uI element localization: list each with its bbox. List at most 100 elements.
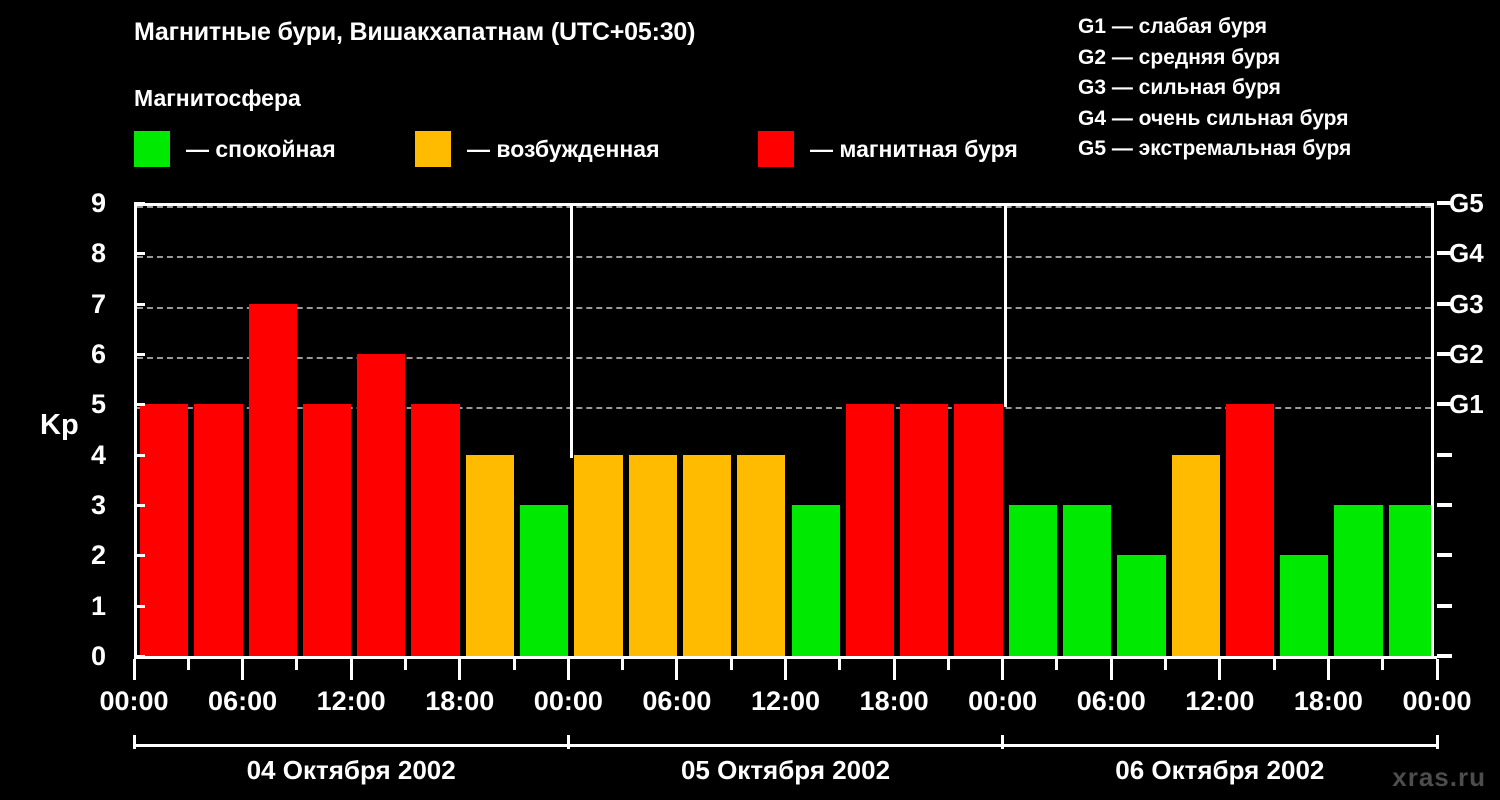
x-tick-16 bbox=[1001, 659, 1005, 680]
x-time-label: 06:00 bbox=[1076, 686, 1146, 716]
y-tick-label-0: 0 bbox=[90, 641, 106, 671]
g-tick-label-G3: G3 bbox=[1449, 288, 1484, 319]
date-bracket-tick bbox=[566, 735, 570, 749]
x-time-label: 00:00 bbox=[533, 686, 603, 716]
bar bbox=[1280, 555, 1329, 656]
y-tick-4 bbox=[134, 453, 145, 457]
date-label: 04 Октября 2002 bbox=[246, 755, 456, 785]
bar bbox=[357, 354, 406, 656]
legend-item-unsettled: — возбужденная bbox=[415, 131, 660, 167]
legend-item-calm: — спокойная bbox=[134, 131, 336, 167]
legend-swatch-storm bbox=[758, 131, 794, 167]
g-tick-label-G2: G2 bbox=[1449, 339, 1484, 369]
g-legend-line-1: G1 — слабая буря bbox=[1078, 15, 1268, 38]
x-time-label: 12:00 bbox=[750, 686, 821, 716]
bar bbox=[574, 454, 623, 656]
bar bbox=[737, 454, 786, 656]
legend-swatch-calm bbox=[134, 131, 170, 167]
g-tick-label-G1: G1 bbox=[1449, 389, 1484, 420]
x-time-label: 00:00 bbox=[1402, 686, 1472, 716]
bar bbox=[520, 505, 569, 656]
g-axis-tick-0 bbox=[1437, 654, 1452, 658]
y-tick-label-1: 1 bbox=[90, 590, 106, 621]
y-tick-label-3: 3 bbox=[90, 490, 106, 520]
x-tick-3 bbox=[295, 659, 299, 670]
g-legend-line-2: G2 — средняя буря bbox=[1078, 45, 1281, 69]
y-tick-label-2: 2 bbox=[90, 540, 106, 571]
x-time-label: 18:00 bbox=[859, 686, 929, 716]
bar bbox=[954, 404, 1003, 656]
g-legend-line-3: G3 — сильная буря bbox=[1078, 76, 1281, 99]
bar bbox=[302, 404, 352, 656]
y-tick-label-7: 7 bbox=[90, 288, 106, 319]
y-tick-5 bbox=[134, 403, 145, 407]
bar bbox=[628, 454, 677, 656]
page-title: Магнитные бури, Вишакхапатнам (UTC+05:30… bbox=[134, 18, 696, 46]
x-tick-20 bbox=[1218, 659, 1222, 680]
g-axis-tick-9 bbox=[1437, 201, 1452, 205]
y-tick-6 bbox=[134, 353, 145, 356]
x-time-label: 00:00 bbox=[968, 686, 1038, 716]
gridline-kp-5 bbox=[137, 407, 1431, 410]
bar bbox=[1117, 555, 1166, 656]
y-tick-label-4: 4 bbox=[90, 439, 106, 470]
x-tick-7 bbox=[512, 659, 516, 670]
g-tick-label-G4: G4 bbox=[1449, 238, 1484, 269]
x-tick-4 bbox=[349, 659, 353, 680]
x-tick-17 bbox=[1055, 659, 1059, 670]
gridline-kp-7 bbox=[137, 306, 1431, 309]
x-tick-15 bbox=[946, 659, 950, 670]
x-tick-24 bbox=[1435, 659, 1439, 680]
bar bbox=[194, 404, 243, 656]
bar bbox=[845, 404, 895, 656]
x-time-label: 12:00 bbox=[1185, 686, 1255, 716]
x-tick-22 bbox=[1326, 659, 1330, 680]
y-tick-3 bbox=[134, 504, 145, 507]
x-tick-5 bbox=[403, 659, 407, 670]
gridline-kp-8 bbox=[137, 256, 1431, 259]
x-time-label: 06:00 bbox=[208, 686, 278, 716]
x-time-label: 18:00 bbox=[425, 686, 495, 716]
y-tick-label-5: 5 bbox=[90, 389, 106, 420]
g-axis-tick-8 bbox=[1437, 251, 1452, 256]
watermark: xras.ru bbox=[1392, 762, 1486, 792]
bar bbox=[1062, 505, 1112, 656]
x-tick-21 bbox=[1272, 659, 1276, 670]
x-tick-0 bbox=[132, 659, 136, 680]
bar bbox=[900, 404, 949, 656]
bar bbox=[682, 454, 732, 656]
date-bracket-tick bbox=[132, 735, 136, 749]
y-tick-label-9: 9 bbox=[90, 188, 106, 218]
g-tick-label-G5: G5 bbox=[1449, 188, 1484, 218]
x-time-label: 12:00 bbox=[316, 686, 386, 716]
x-tick-9 bbox=[621, 659, 625, 670]
x-tick-6 bbox=[458, 659, 462, 680]
y-tick-8 bbox=[134, 252, 145, 256]
date-bracket-tick bbox=[1001, 735, 1005, 749]
x-tick-1 bbox=[186, 659, 190, 670]
legend-label-unsettled: — возбужденная bbox=[467, 135, 660, 162]
x-time-label: 06:00 bbox=[642, 686, 712, 716]
date-bracket bbox=[134, 744, 569, 747]
x-time-label: 00:00 bbox=[99, 686, 169, 716]
x-tick-11 bbox=[729, 659, 733, 670]
g-axis-tick-5 bbox=[1437, 402, 1452, 407]
y-tick-7 bbox=[134, 302, 145, 306]
bar bbox=[1388, 505, 1431, 656]
g-legend-line-4: G4 — очень сильная буря bbox=[1078, 106, 1349, 130]
x-axis-line bbox=[134, 656, 1437, 659]
magnetosphere-label: Магнитосфера bbox=[134, 85, 301, 111]
g-axis-tick-7 bbox=[1437, 301, 1452, 306]
gridline-kp-9 bbox=[137, 206, 1431, 208]
date-label: 05 Октября 2002 bbox=[680, 755, 891, 785]
legend-label-storm: — магнитная буря bbox=[810, 135, 1018, 162]
x-tick-12 bbox=[784, 659, 787, 680]
bar bbox=[140, 404, 189, 656]
day-separator bbox=[569, 206, 573, 458]
x-time-label: 18:00 bbox=[1293, 686, 1363, 716]
bar-series bbox=[137, 206, 1431, 656]
g-axis-tick-1 bbox=[1437, 603, 1452, 608]
x-tick-14 bbox=[892, 659, 896, 680]
legend-label-calm: — спокойная bbox=[186, 135, 336, 162]
